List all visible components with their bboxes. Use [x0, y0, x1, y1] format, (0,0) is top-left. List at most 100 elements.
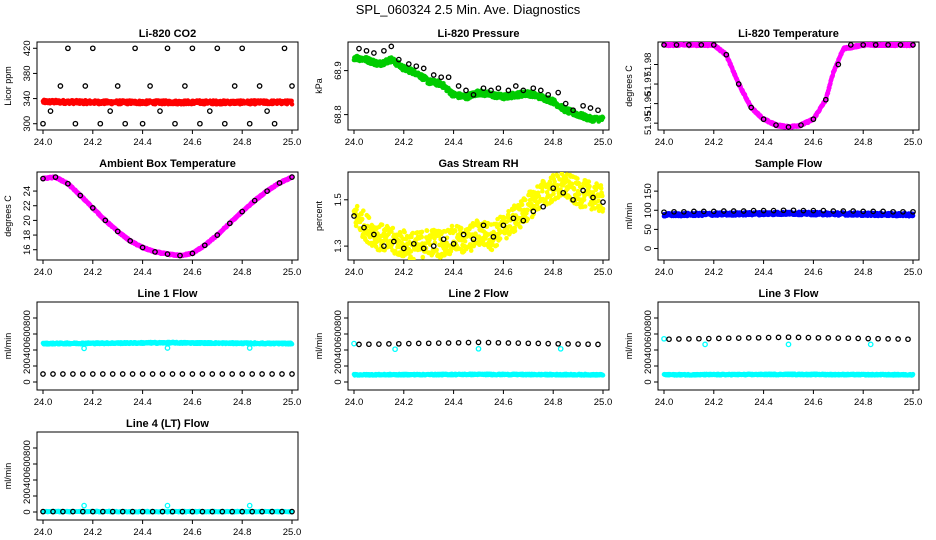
- raw-point: [449, 223, 455, 229]
- x-tick-label: 25.0: [283, 267, 302, 278]
- avg-point: [271, 120, 278, 127]
- avg-point: [798, 122, 804, 128]
- raw-point: [411, 256, 416, 260]
- avg-point: [490, 233, 497, 240]
- raw-point: [475, 219, 480, 225]
- avg-point: [880, 208, 886, 215]
- avg-point: [810, 116, 817, 123]
- avg-point: [97, 120, 104, 127]
- raw-point: [462, 238, 468, 244]
- raw-point: [586, 179, 592, 184]
- avg-point: [381, 243, 387, 249]
- avg-point: [540, 203, 547, 210]
- avg-point: [214, 232, 221, 238]
- avg-point: [840, 208, 847, 214]
- y-tick-label: 300: [22, 116, 33, 132]
- avg-point: [420, 245, 427, 252]
- x-tick-label: 24.2: [84, 137, 103, 148]
- avg-point: [673, 42, 680, 48]
- x-tick-label: 24.0: [345, 267, 364, 278]
- raw-point: [512, 228, 518, 234]
- avg-point: [562, 100, 569, 107]
- y-tick-label: 51.95: [643, 111, 654, 135]
- avg-point: [381, 47, 387, 54]
- plot-frame: [347, 171, 610, 261]
- raw-point: [501, 215, 507, 220]
- avg-point: [289, 174, 295, 180]
- avg-point: [82, 83, 89, 89]
- main-title: SPL_060324 2.5 Min. Ave. Diagnostics: [356, 2, 581, 17]
- y-tick-label: 50: [643, 224, 654, 235]
- avg-point: [822, 96, 829, 103]
- avg-point: [723, 51, 730, 58]
- avg-point: [189, 45, 196, 52]
- y-tick-label: 420: [22, 40, 33, 56]
- avg-point: [835, 61, 842, 68]
- x-tick-label: 24.0: [34, 267, 53, 278]
- avg-point: [114, 83, 121, 89]
- x-tick-label: 24.0: [655, 137, 674, 148]
- avg-point: [512, 83, 519, 89]
- avg-point: [388, 43, 395, 50]
- avg-point: [820, 207, 827, 214]
- avg-point: [450, 240, 457, 247]
- raw-point: [518, 207, 523, 212]
- raw-point: [289, 101, 295, 107]
- x-tick-label: 24.8: [233, 267, 252, 278]
- x-tick-label: 24.6: [183, 267, 202, 278]
- raw-point: [555, 183, 560, 188]
- raw-point: [512, 203, 517, 208]
- raw-point: [576, 192, 582, 197]
- x-tick-label: 24.8: [544, 267, 563, 278]
- raw-point: [540, 188, 545, 194]
- avg-point: [107, 108, 114, 114]
- x-tick-label: 24.6: [183, 137, 202, 148]
- raw-point: [571, 187, 577, 192]
- avg-point: [231, 83, 238, 89]
- avg-point: [710, 208, 717, 215]
- x-tick-label: 25.0: [904, 137, 923, 148]
- avg-point: [661, 42, 667, 48]
- plot-frame: [36, 41, 299, 131]
- avg-point: [587, 105, 594, 111]
- panel-title: Li-820 CO2: [139, 28, 196, 40]
- avg-point: [890, 208, 896, 215]
- marks: [40, 339, 295, 377]
- avg-point: [760, 116, 767, 123]
- avg-point: [264, 188, 270, 194]
- avg-point: [72, 120, 79, 127]
- raw-point: [506, 209, 511, 214]
- y-tick-label: 68.9: [333, 61, 344, 80]
- avg-point: [555, 89, 562, 96]
- avg-point: [264, 108, 270, 114]
- avg-point: [545, 91, 552, 98]
- raw-point: [420, 254, 426, 260]
- plot-frame: [657, 171, 920, 261]
- raw-point: [359, 216, 365, 222]
- avg-point: [430, 72, 437, 78]
- raw-point: [557, 177, 562, 182]
- y-axis-label: degrees C: [624, 65, 634, 107]
- avg-point: [152, 249, 158, 255]
- avg-point: [132, 45, 138, 52]
- x-tick-label: 24.2: [705, 267, 724, 278]
- y-axis-label: percent: [314, 200, 324, 231]
- raw-point: [582, 193, 587, 199]
- plot-frame: [347, 41, 610, 131]
- avg-point: [740, 208, 747, 214]
- avg-point: [910, 42, 916, 48]
- avg-point: [455, 83, 462, 89]
- avg-point: [785, 124, 792, 130]
- avg-point: [371, 50, 377, 56]
- x-tick-label: 25.0: [594, 267, 613, 278]
- avg-point: [780, 207, 787, 214]
- raw-point: [390, 225, 396, 231]
- x-tick-label: 24.6: [494, 267, 513, 278]
- y-axis-label: ml/min: [624, 203, 634, 230]
- y-tick-label: 20: [22, 215, 33, 226]
- raw-point: [410, 230, 416, 236]
- avg-point: [520, 217, 527, 224]
- avg-point: [221, 120, 228, 127]
- x-tick-label: 24.4: [444, 267, 463, 278]
- avg-point: [750, 207, 757, 214]
